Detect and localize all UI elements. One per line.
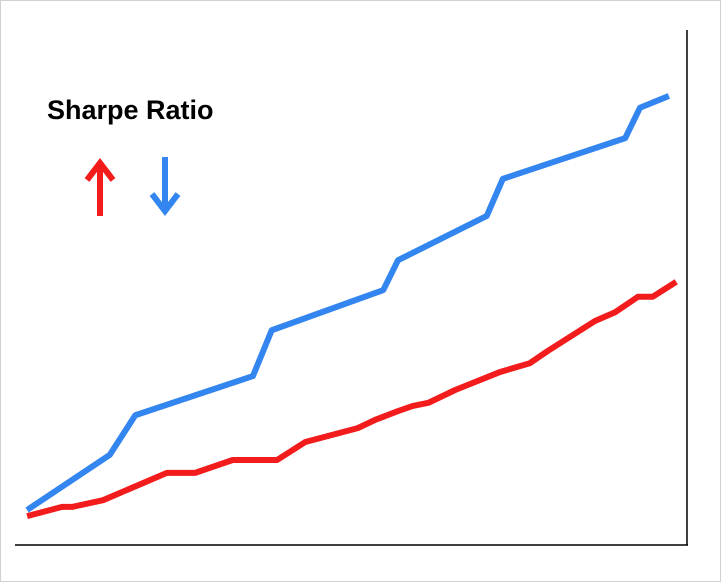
series-line <box>26 279 678 520</box>
up-arrow-icon <box>84 158 116 216</box>
series-line <box>25 93 670 513</box>
down-arrow-icon <box>149 157 181 216</box>
chart-title: Sharpe Ratio <box>47 95 214 125</box>
